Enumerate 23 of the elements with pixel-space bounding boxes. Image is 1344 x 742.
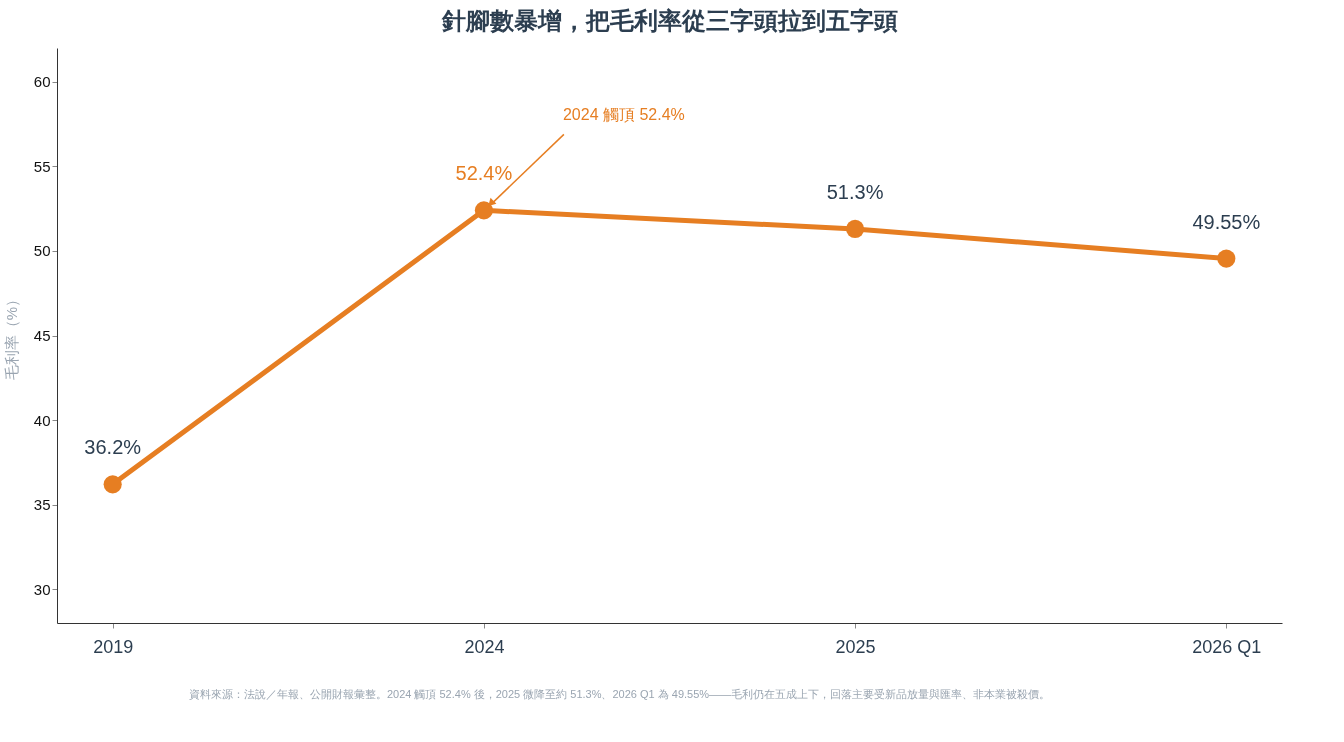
data-label: 51.3% xyxy=(826,180,884,203)
data-label: 52.4% xyxy=(455,162,513,185)
x-tick-label: 2024 xyxy=(464,636,505,657)
y-tick-label: 50 xyxy=(33,242,51,260)
y-tick-label: 45 xyxy=(33,327,51,344)
x-tick-label: 2026 Q1 xyxy=(1192,636,1262,657)
data-label: 36.2% xyxy=(84,436,142,459)
y-tick-label: 40 xyxy=(33,411,51,429)
source-note: 資料來源：法說／年報、公開財報彙整。2024 觸頂 52.4% 後，2025 微降至約 51.3%、2026 Q1 為 49.55%——毛利仍在五成上下，回落主要受新品放量與匯率、非本業被殺價。 xyxy=(188,688,1051,700)
point xyxy=(1217,249,1236,268)
y-tick-label: 30 xyxy=(33,580,51,598)
point xyxy=(103,475,122,494)
x-tick-label: 2025 xyxy=(835,636,876,657)
y-tick-label: 60 xyxy=(33,73,51,91)
point xyxy=(474,201,493,220)
y-tick-label: 35 xyxy=(33,496,51,514)
annotation: 2024 觸頂 52.4% xyxy=(562,106,685,124)
chart-title: 針腳數暴增，把毛利率從三字頭拉到五字頭 xyxy=(440,7,898,34)
data-label: 49.55% xyxy=(1192,210,1261,233)
point xyxy=(846,219,865,239)
y-tick-label: 55 xyxy=(33,157,51,175)
y-axis-title: 毛利率（%） xyxy=(2,291,20,381)
x-tick-label: 2019 xyxy=(93,636,134,657)
